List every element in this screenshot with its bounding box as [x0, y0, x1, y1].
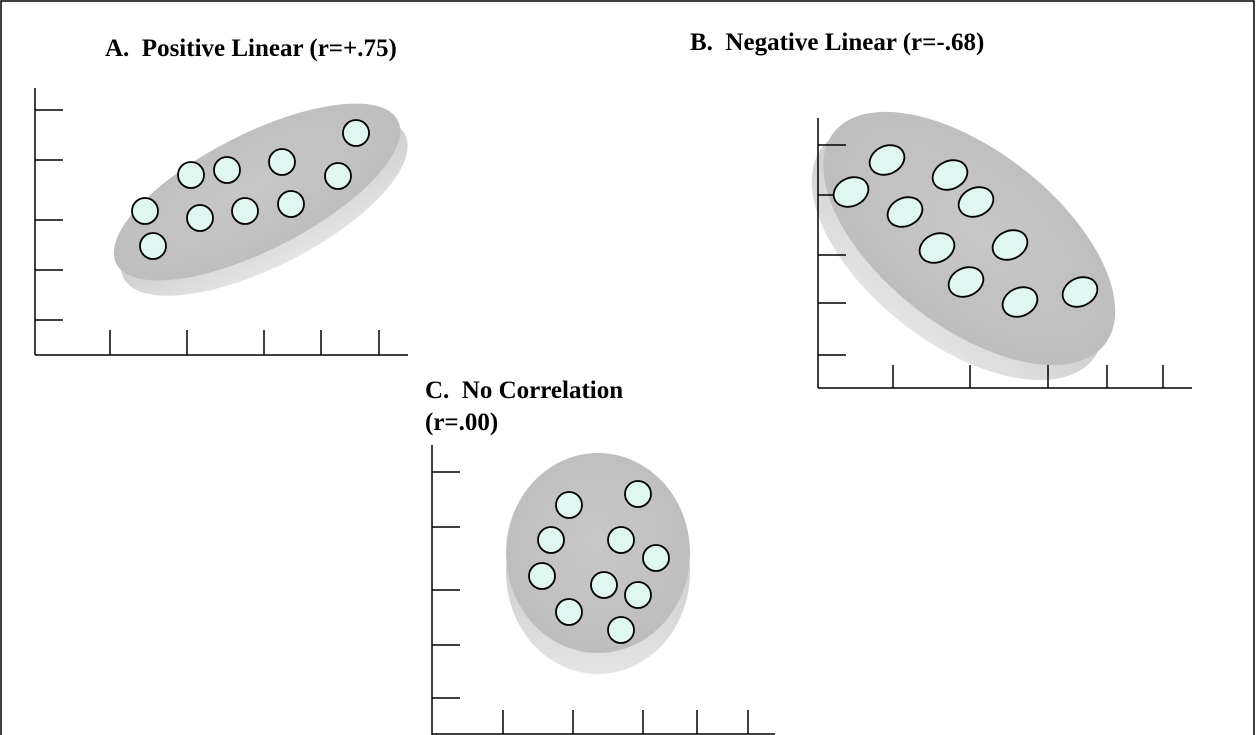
- panel-title: A. Positive Linear (r=+.75): [105, 35, 397, 62]
- panel-a: A. Positive Linear (r=+.75): [35, 35, 432, 355]
- panel-b: B. Negative Linear (r=-.68): [690, 29, 1192, 429]
- panel-title: C. No Correlation: [425, 377, 623, 404]
- panel-title: B. Negative Linear (r=-.68): [690, 29, 984, 56]
- diagram: A. Positive Linear (r=+.75): [0, 0, 1256, 735]
- cluster: [767, 63, 1159, 429]
- panel-title: (r=.00): [425, 409, 498, 436]
- panel-c: C. No Correlation (r=.00): [425, 377, 775, 735]
